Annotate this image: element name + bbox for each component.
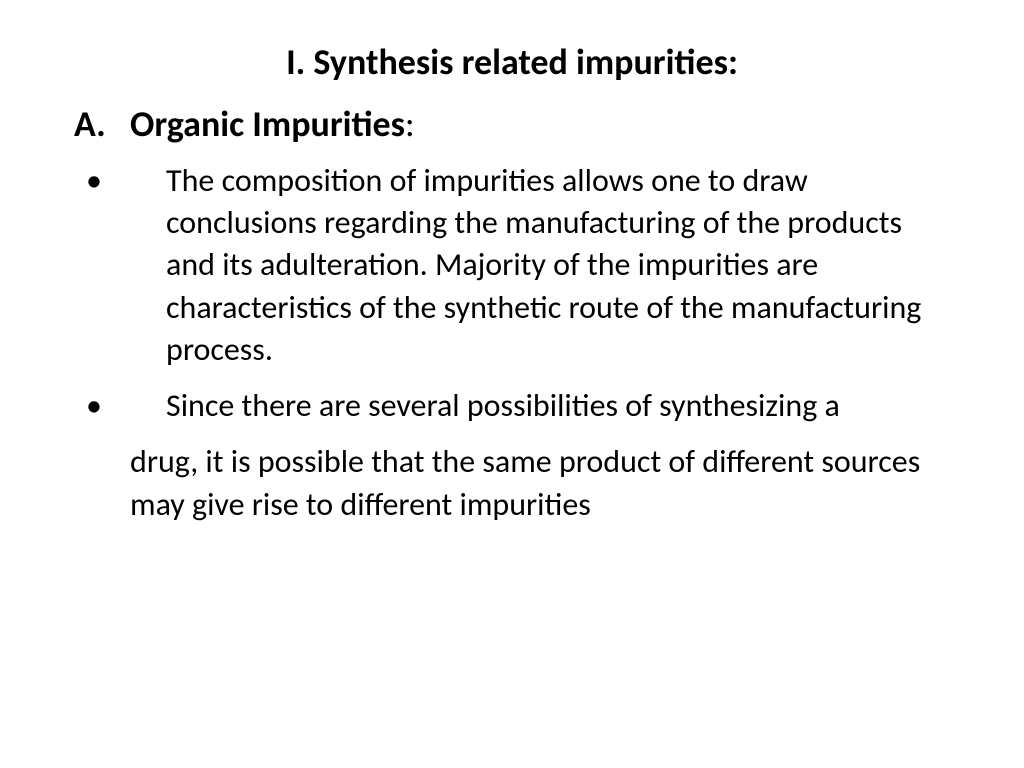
bullet-item: Since there are several possibilities of… bbox=[166, 385, 954, 427]
slide-title: I. Synthesis related impurities: bbox=[70, 40, 954, 84]
section-label: Organic Impurities bbox=[130, 102, 405, 146]
section-letter: A. bbox=[74, 102, 130, 146]
section-colon: : bbox=[405, 102, 415, 146]
section-heading: A.Organic Impurities: bbox=[74, 102, 954, 146]
bullet-continuation: drug, it is possible that the same produ… bbox=[130, 441, 954, 525]
bullet-item: The composition of impurities allows one… bbox=[166, 160, 954, 371]
